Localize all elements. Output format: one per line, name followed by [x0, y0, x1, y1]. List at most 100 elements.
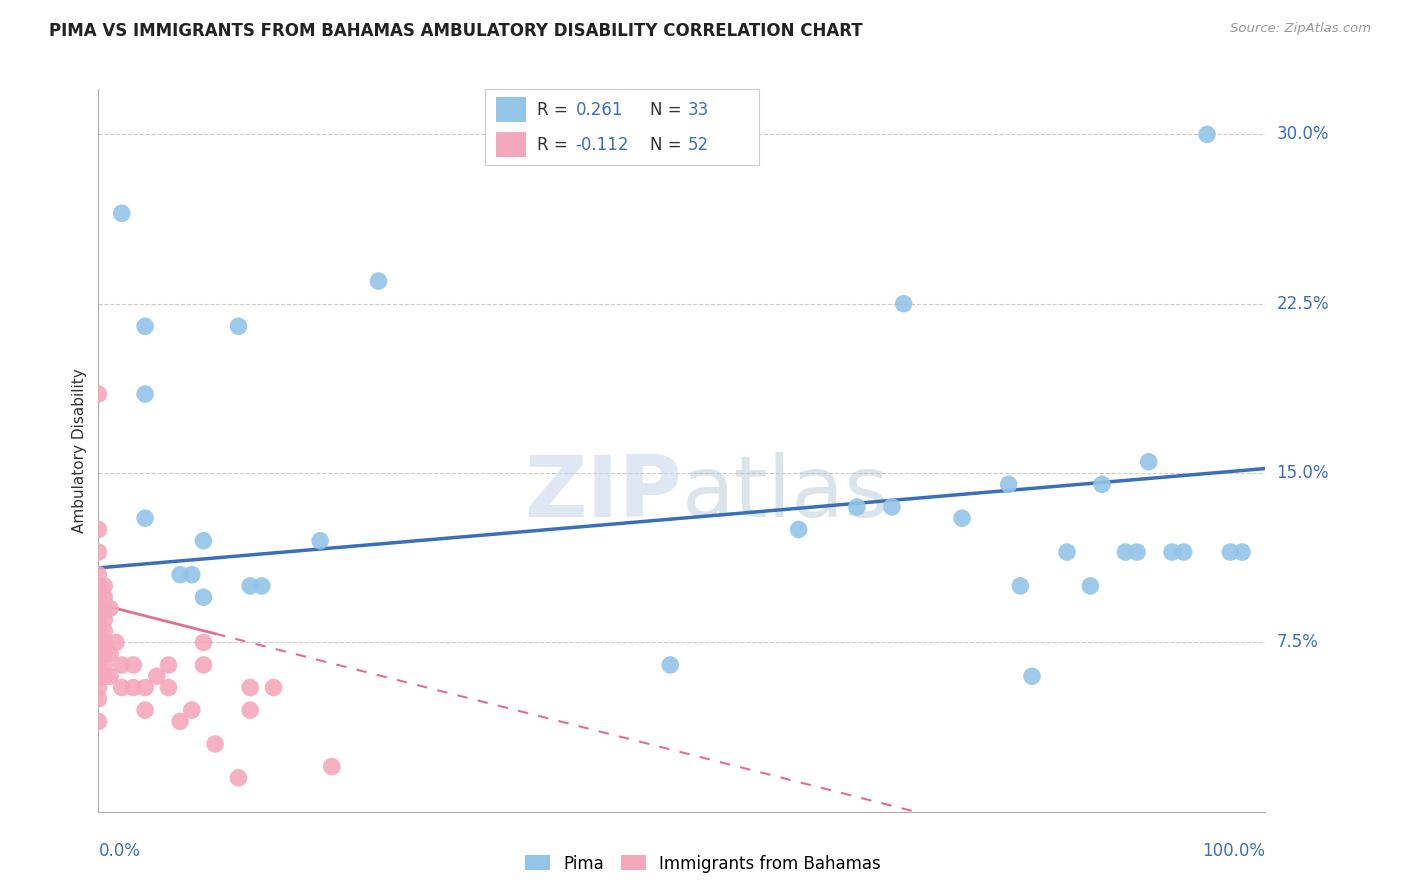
Point: [87, 591, 110, 605]
Point: [239, 579, 262, 593]
Point: [1195, 128, 1218, 142]
Point: [87, 657, 110, 672]
Point: [659, 657, 682, 672]
Text: R =: R =: [537, 102, 574, 120]
Point: [950, 511, 973, 525]
Text: 0.261: 0.261: [575, 102, 623, 120]
Point: [93, 635, 115, 649]
Point: [1091, 477, 1114, 491]
Point: [93, 657, 115, 672]
Point: [250, 579, 273, 593]
Point: [180, 703, 202, 717]
Point: [87, 579, 110, 593]
Text: ZIP: ZIP: [524, 452, 682, 535]
Text: 7.5%: 7.5%: [1277, 633, 1319, 651]
Point: [180, 567, 202, 582]
Point: [997, 477, 1019, 491]
Point: [239, 681, 262, 695]
Point: [87, 567, 110, 582]
Point: [93, 579, 115, 593]
Point: [122, 657, 145, 672]
Point: [111, 206, 134, 220]
Text: Source: ZipAtlas.com: Source: ZipAtlas.com: [1230, 22, 1371, 36]
Point: [262, 681, 284, 695]
Point: [122, 681, 145, 695]
Point: [1114, 545, 1136, 559]
Point: [87, 635, 110, 649]
Point: [193, 591, 215, 605]
Point: [367, 274, 389, 288]
Point: [111, 657, 134, 672]
Point: [87, 635, 110, 649]
Point: [87, 681, 110, 695]
Point: [1010, 579, 1032, 593]
Point: [87, 601, 110, 615]
Point: [93, 591, 115, 605]
Point: [93, 624, 115, 639]
Point: [87, 669, 110, 683]
Point: [134, 681, 156, 695]
Point: [111, 681, 134, 695]
Point: [1173, 545, 1195, 559]
Point: [98, 669, 121, 683]
Point: [239, 703, 262, 717]
Point: [1021, 669, 1043, 683]
Point: [787, 523, 810, 537]
Point: [87, 624, 110, 639]
Text: atlas: atlas: [682, 452, 890, 535]
Point: [204, 737, 226, 751]
Point: [98, 647, 121, 661]
Point: [321, 759, 343, 773]
Text: 100.0%: 100.0%: [1202, 842, 1265, 860]
Point: [309, 533, 332, 548]
Point: [87, 545, 110, 559]
Point: [87, 647, 110, 661]
Point: [87, 691, 110, 706]
Point: [893, 296, 915, 310]
Point: [169, 567, 191, 582]
Point: [87, 387, 110, 401]
Text: 0.0%: 0.0%: [98, 842, 141, 860]
Point: [193, 635, 215, 649]
Bar: [496, 97, 526, 122]
Point: [1126, 545, 1149, 559]
Point: [93, 613, 115, 627]
Point: [1080, 579, 1102, 593]
Point: [880, 500, 903, 514]
Point: [193, 533, 215, 548]
Point: [134, 511, 156, 525]
Point: [87, 657, 110, 672]
Point: [1137, 455, 1160, 469]
Text: N =: N =: [650, 136, 686, 153]
Point: [87, 714, 110, 729]
Point: [87, 523, 110, 537]
Text: 33: 33: [688, 102, 709, 120]
Text: N =: N =: [650, 102, 686, 120]
Point: [93, 669, 115, 683]
Point: [87, 613, 110, 627]
Point: [134, 703, 156, 717]
Point: [104, 635, 127, 649]
Point: [169, 714, 191, 729]
Point: [93, 647, 115, 661]
Point: [98, 601, 121, 615]
Point: [846, 500, 869, 514]
Point: [134, 387, 156, 401]
Text: PIMA VS IMMIGRANTS FROM BAHAMAS AMBULATORY DISABILITY CORRELATION CHART: PIMA VS IMMIGRANTS FROM BAHAMAS AMBULATO…: [49, 22, 863, 40]
Text: 52: 52: [688, 136, 709, 153]
Y-axis label: Ambulatory Disability: Ambulatory Disability: [72, 368, 87, 533]
Bar: [496, 132, 526, 158]
Point: [1219, 545, 1241, 559]
Text: 30.0%: 30.0%: [1277, 126, 1329, 144]
Point: [87, 613, 110, 627]
Point: [87, 579, 110, 593]
Point: [228, 319, 250, 334]
Point: [1161, 545, 1184, 559]
Point: [134, 319, 156, 334]
Point: [146, 669, 169, 683]
Point: [1230, 545, 1253, 559]
Text: 15.0%: 15.0%: [1277, 464, 1329, 482]
Point: [193, 657, 215, 672]
Point: [1056, 545, 1078, 559]
Text: 22.5%: 22.5%: [1277, 294, 1329, 313]
